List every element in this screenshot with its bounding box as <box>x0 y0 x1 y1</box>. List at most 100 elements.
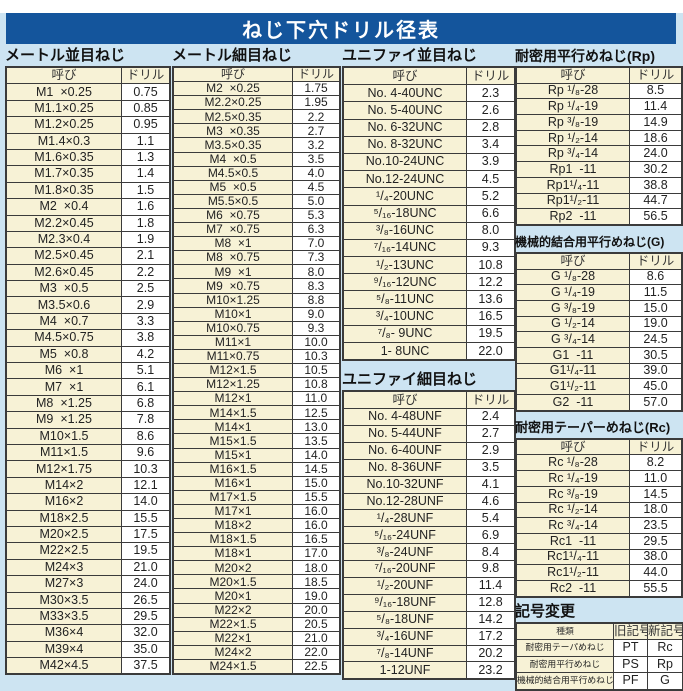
drill-value-cell: 19.0 <box>630 316 683 332</box>
thread-name-cell: M5 ×0.8 <box>6 346 122 362</box>
drill-value-cell: 12.2 <box>467 274 516 291</box>
drill-value-cell: 3.3 <box>122 313 171 329</box>
drill-value-cell: 8.6 <box>630 269 683 285</box>
thread-name-cell: M10×1 <box>173 307 293 321</box>
thread-name-cell: ⁷/₈- 9UNC <box>343 325 467 342</box>
thread-name-cell: M6 ×0.75 <box>173 208 293 222</box>
thread-name-cell: ³/₈-24UNF <box>343 544 467 561</box>
drill-value-cell: 8.0 <box>467 222 516 239</box>
thread-name-cell: M18×2.5 <box>6 510 122 526</box>
thread-name-cell: ⁷/₁₆-20UNF <box>343 561 467 578</box>
drill-value-cell: 12.1 <box>122 477 171 493</box>
thread-name-cell: M8 ×1.25 <box>6 395 122 411</box>
thread-name-cell: M20×2.5 <box>6 526 122 542</box>
thread-name-cell: M18×2 <box>173 519 293 533</box>
drill-value-cell: 2.3 <box>467 85 516 102</box>
thread-name-cell: M2 ×0.25 <box>173 82 293 96</box>
drill-value-cell: 17.2 <box>467 628 516 645</box>
thread-name-cell: M1.2×0.25 <box>6 117 122 133</box>
thread-name-cell: M2 ×0.4 <box>6 199 122 215</box>
drill-value-cell: 1.95 <box>293 96 341 110</box>
drill-value-cell: 3.2 <box>293 138 341 152</box>
thread-name-cell: ³/₈-16UNC <box>343 222 467 239</box>
drill-value-cell: 2.5 <box>122 281 171 297</box>
drill-value-cell: 11.5 <box>630 285 683 301</box>
drill-value-cell: 44.0 <box>630 565 683 581</box>
thread-name-cell: M3.5×0.35 <box>173 138 293 152</box>
thread-name-cell: M11×0.75 <box>173 349 293 363</box>
drill-value-cell: 45.0 <box>630 379 683 395</box>
drill-value-cell: 35.0 <box>122 641 171 657</box>
drill-value-cell: 19.5 <box>467 325 516 342</box>
drill-value-cell: 2.8 <box>467 119 516 136</box>
drill-value-cell: 8.6 <box>122 428 171 444</box>
drill-value-cell: 30.5 <box>630 348 683 364</box>
column-header-drill: ドリル <box>293 67 341 82</box>
thread-name-cell: No. 6-32UNC <box>343 119 467 136</box>
drill-value-cell: 6.8 <box>122 395 171 411</box>
drill-value-cell: 8.3 <box>293 279 341 293</box>
drill-value-cell: 16.5 <box>467 308 516 325</box>
thread-name-cell: M18×1 <box>173 547 293 561</box>
thread-name-cell: G ³/₈-19 <box>516 300 630 316</box>
drill-value-cell: 5.1 <box>122 363 171 379</box>
thread-name-cell: Rc ¹/₈-28 <box>516 455 630 471</box>
drill-value-cell: 2.9 <box>122 297 171 313</box>
thread-name-cell: M16×2 <box>6 494 122 510</box>
thread-name-cell: M1.8×0.35 <box>6 182 122 198</box>
column-header-name: 呼び <box>516 67 630 83</box>
thread-name-cell: G ¹/₂-14 <box>516 316 630 332</box>
drill-value-cell: 2.7 <box>293 124 341 138</box>
thread-name-cell: M4 ×0.7 <box>6 313 122 329</box>
thread-name-cell: G2 -11 <box>516 395 630 411</box>
thread-name-cell: M11×1 <box>173 335 293 349</box>
drill-value-cell: 16.5 <box>293 533 341 547</box>
thread-name-cell: M1 ×0.25 <box>6 84 122 100</box>
thread-name-cell: M42×4.5 <box>6 658 122 675</box>
drill-value-cell: 6.3 <box>293 223 341 237</box>
thread-name-cell: Rp2 -11 <box>516 209 630 225</box>
thread-name-cell: Rp1¹/₄-11 <box>516 177 630 193</box>
drill-value-cell: 7.0 <box>293 237 341 251</box>
thread-name-cell: M3.5×0.6 <box>6 297 122 313</box>
drill-value-cell: 29.5 <box>122 608 171 624</box>
drill-value-cell: PF <box>614 673 648 690</box>
drill-value-cell: 21.0 <box>293 631 341 645</box>
thread-name-cell: ⁹/₁₆-12UNC <box>343 274 467 291</box>
drill-value-cell: PS <box>614 656 648 673</box>
